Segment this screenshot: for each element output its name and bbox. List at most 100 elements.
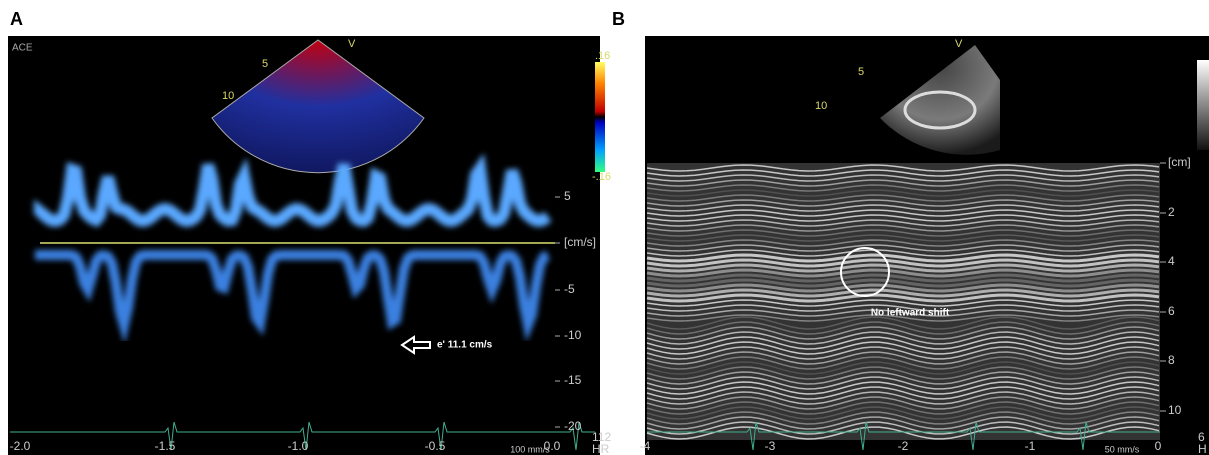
m-mode-echo [646,258,1160,268]
heart-rate: 6 [1198,430,1205,444]
m-mode-echo [646,361,1160,375]
m-mode-echo [646,376,1160,390]
depth-label: 5 [262,58,268,70]
m-mode-echo [646,381,1160,395]
panel-label: B [612,9,625,29]
m-mode-echo [646,304,1160,312]
x-tick-label: 0 [1155,439,1162,453]
m-mode-echo [646,314,1160,322]
heart-rate: 112 [592,430,611,444]
m-mode-echo [646,396,1160,410]
m-mode-echo [646,416,1160,430]
ecg-trace [10,421,595,451]
sector-image [211,39,425,174]
m-mode-echo [646,331,1160,345]
m-mode-echo [646,406,1160,420]
x-tick-label: -2 [898,439,909,453]
y-tick-label: -5 [564,282,575,296]
ecg-trace [647,421,1160,451]
depth-label: 10 [222,90,234,102]
m-mode-echo [646,316,1160,330]
m-mode-echo [646,346,1160,360]
x-tick-label: 0.0 [544,439,561,453]
heart-outline [903,90,977,130]
m-mode-echo [646,239,1160,247]
m-mode-echo [646,309,1160,317]
y-tick-label: [cm/s] [564,235,596,249]
sweep-speed: 100 mm/s [510,444,550,454]
heart-rate-unit: HR [592,442,610,455]
m-mode-echo [646,174,1160,182]
m-mode-echo [646,209,1160,217]
m-mode-echo [646,194,1160,202]
m-mode-echo [646,326,1160,340]
m-mode-echo [646,288,1160,298]
m-mode-echo [646,189,1160,197]
x-tick-label: -1.0 [288,439,309,453]
m-mode-echo [646,391,1160,405]
m-mode-echo [646,336,1160,350]
m-mode-echo [646,234,1160,242]
x-tick-label: -2.0 [10,439,31,453]
m-mode-echo [646,253,1160,263]
m-mode-echo [646,214,1160,222]
x-tick-label: -1.5 [155,439,176,453]
m-mode-echo [646,283,1160,293]
sector-marker: V [348,38,356,50]
arrow [400,335,431,355]
m-mode-echo [646,169,1160,177]
y-tick-label: 6 [1168,304,1175,318]
m-mode-echo [646,371,1160,385]
scale-min: -.16 [592,171,611,183]
m-mode-echo [646,164,1160,172]
m-mode-echo [646,386,1160,400]
y-tick-label: 8 [1168,353,1175,367]
depth-label: 10 [815,100,827,112]
m-mode-echo [646,366,1160,380]
m-mode-echo [646,351,1160,365]
sector-marker: V [955,38,963,50]
m-mode-echo [646,299,1160,307]
sweep-speed: 50 mm/s [1105,444,1140,454]
x-tick-label: -1 [1025,439,1036,453]
sector-image [880,45,1000,155]
m-mode-echo [646,184,1160,192]
mode-label: ACE [12,43,33,54]
doppler-signal [35,250,551,345]
m-mode-echo [646,263,1160,273]
y-tick-label: 4 [1168,254,1175,268]
m-mode-echo [646,356,1160,370]
m-mode-echo [646,421,1160,435]
m-mode-echo [646,293,1160,303]
m-mode-echo [646,249,1160,257]
scale-max: .16 [595,50,610,62]
y-tick-label: -10 [564,328,582,342]
m-mode-echo [646,229,1160,237]
m-mode-echo [646,179,1160,187]
y-tick-label: 10 [1168,403,1182,417]
x-tick-label: -3 [765,439,776,453]
m-mode-echo [646,244,1160,252]
heart-rate-unit: H [1198,442,1207,455]
x-tick-label: -0.5 [425,439,446,453]
gray-bar [1197,60,1209,150]
y-tick-label: 2 [1168,205,1175,219]
m-mode-echo [646,278,1160,288]
y-tick-label: -20 [564,419,582,433]
x-tick-label: -4 [640,439,651,453]
doppler-signal [34,153,552,228]
m-mode-echo [646,204,1160,212]
highlight-circle [840,247,890,297]
m-mode-echo [646,411,1160,425]
m-mode-echo [646,219,1160,227]
annotation: No leftward shift [871,308,950,319]
panel-label: A [10,9,23,29]
m-mode-echo [646,224,1160,232]
m-mode-echo [646,341,1160,355]
annotation: e' 11.1 cm/s [437,340,493,351]
y-tick-label: 5 [564,189,571,203]
color-bar [595,62,605,172]
m-mode-echo [646,321,1160,335]
y-tick-label: -15 [564,373,582,387]
